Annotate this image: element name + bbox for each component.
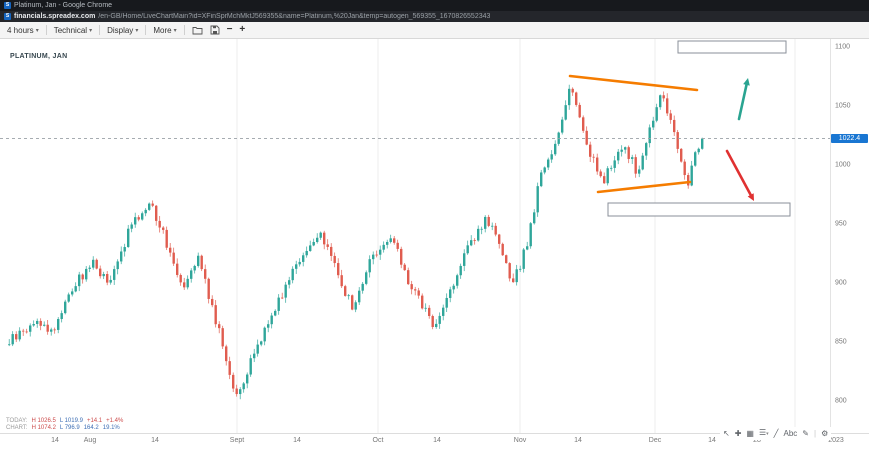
chart-toolbar: 4 hours Technical Display More −+ [0,22,869,39]
legend-value: +1.4% [106,418,124,424]
chart-area: PLATINUM, JAN 1100 1050 1000 950 900 850 800 1… [0,39,869,458]
legend-row-label: CHART: [6,425,28,431]
toolbar-separator [45,25,47,35]
indicators-tool-icon[interactable]: ☰▾ [758,428,769,437]
legend-row-label: TODAY: [6,418,28,424]
chevron-down-icon: ▾ [766,431,769,437]
legend-value: 19.1% [102,425,120,431]
price-axis: 1100 1050 1000 950 900 850 800 [830,39,869,433]
time-axis-label: 2023 [828,437,844,444]
drawing-toolbar: ↖ ✚ ▦ ☰▾ ╱ Abc ✎ | ⚙ [720,427,832,440]
url-host: financials.spreadex.com [14,13,96,20]
time-axis-label: 14 [293,437,301,444]
legend-value: L 796.9 [59,425,80,431]
window-title-bar: S Platinum, Jan - Google Chrome [0,0,869,11]
annotation-arrow [725,149,752,197]
time-axis-label: Oct [372,437,384,444]
annotation-arrow [737,83,748,121]
annotation-arrow-head [743,78,750,86]
candlestick-series [8,84,704,400]
time-axis-label: 14 [574,437,582,444]
site-favicon: S [4,2,11,9]
time-axis-label: 14 [433,437,441,444]
toolbar-separator [99,25,101,35]
window-title: Platinum, Jan - Google Chrome [14,2,113,9]
symbol-label: PLATINUM, JAN [10,53,68,60]
annotation-trendline [596,180,692,194]
text-tool-icon[interactable]: Abc [783,428,798,438]
candlestick-chart[interactable] [0,39,830,433]
zoom-in-icon[interactable]: + [239,24,246,35]
browser-address-bar[interactable]: S financials.spreadex.com /en-GB/Home/Li… [0,11,869,22]
legend-value: 164.2 [83,425,99,431]
menu-display[interactable]: Display [107,26,138,35]
chart-legend: TODAY: H 1026.5 L 1019.9 +14.1 +1.4% CHART: H … [6,418,123,432]
legend-value: L 1019.9 [59,418,83,424]
toolbar-separator [183,25,185,35]
site-favicon-small: S [4,13,11,20]
time-axis-label: 14 [51,437,59,444]
trendline-tool-icon[interactable]: ╱ [773,428,779,438]
legend-value: H 1074.2 [31,425,56,431]
price-axis-label: 1000 [835,161,851,169]
open-chart-icon[interactable] [192,25,203,35]
draw-tool-icon[interactable]: ✎ [802,428,809,438]
time-axis-label: Aug [83,437,97,444]
annotation-rectangle [677,40,787,54]
url-path: /en-GB/Home/LiveChartMain?id=XFinSprMchM… [98,13,491,20]
time-axis-label: 28 [753,437,761,444]
price-axis-label: 1100 [835,43,851,51]
price-axis-label: 800 [835,397,847,405]
time-axis-label: Sept [229,437,245,444]
time-axis-label: 14 [708,437,716,444]
annotation-trendline [568,74,699,92]
annotation-arrow-head [747,193,754,201]
menu-more[interactable]: More [153,26,176,35]
price-axis-label: 850 [835,338,847,346]
grid-tool-icon[interactable]: ▦ [746,428,754,438]
user-drawings[interactable] [568,40,791,217]
grid-lines [236,39,796,433]
time-axis-label: Nov [513,437,527,444]
divider: | [813,428,817,438]
time-axis-label: Dec [648,437,662,444]
save-chart-icon[interactable] [210,25,220,35]
legend-row: TODAY: H 1026.5 L 1019.9 +14.1 +1.4% [6,418,123,425]
legend-value: H 1026.5 [31,418,56,424]
settings-tool-icon[interactable]: ⚙ [821,428,829,438]
annotation-rectangle [607,202,791,217]
current-price-badge: 1022.4 [831,134,868,144]
price-axis-label: 950 [835,220,847,228]
crosshair-tool-icon[interactable]: ✚ [734,428,742,438]
legend-value: +14.1 [86,418,103,424]
price-axis-label: 1050 [835,102,851,110]
price-axis-label: 900 [835,279,847,287]
menu-timeframe[interactable]: 4 hours [7,26,39,35]
menu-technical[interactable]: Technical [54,26,92,35]
cursor-tool-icon[interactable]: ↖ [723,428,730,438]
legend-row: CHART: H 1074.2 L 796.9 164.2 19.1% [6,425,123,432]
time-axis-line [0,433,869,434]
time-axis-label: 14 [151,437,159,444]
toolbar-separator [145,25,147,35]
zoom-out-icon[interactable]: − [226,24,233,35]
